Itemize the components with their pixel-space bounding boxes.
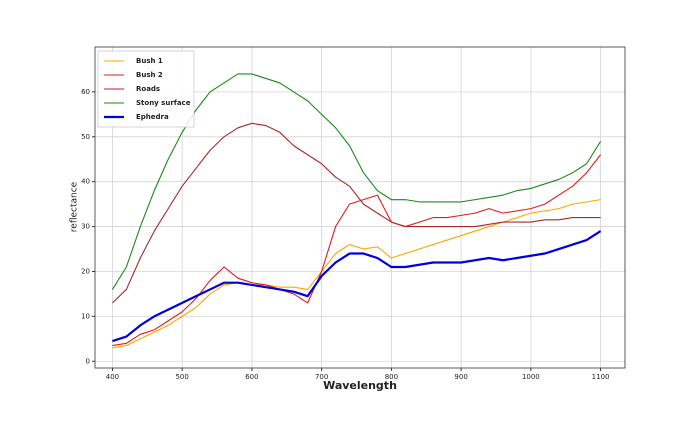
x-axis-label: Wavelength [323, 379, 397, 392]
legend-label: Bush 2 [136, 71, 163, 79]
y-tick-label: 0 [86, 357, 90, 365]
x-tick-label: 800 [385, 373, 398, 381]
x-tick-label: 600 [245, 373, 258, 381]
legend-label: Bush 1 [136, 57, 163, 65]
x-tick-label: 1000 [522, 373, 540, 381]
x-tick-label: 700 [315, 373, 328, 381]
x-tick-label: 900 [454, 373, 467, 381]
x-tick-label: 1100 [592, 373, 610, 381]
y-tick-label: 20 [81, 267, 90, 275]
y-tick-label: 30 [81, 223, 90, 231]
legend-label: Ephedra [136, 113, 169, 121]
legend-label: Roads [136, 85, 160, 93]
y-tick-label: 50 [81, 133, 90, 141]
series-line [112, 230, 602, 343]
series-line [112, 154, 602, 347]
y-tick-label: 10 [81, 312, 90, 320]
y-axis-label: reflectance [70, 181, 80, 232]
series-line [112, 122, 601, 304]
plot-frame [94, 46, 626, 369]
y-tick-label: 40 [81, 178, 90, 186]
legend-label: Stony surface [136, 99, 191, 107]
series-line [112, 199, 601, 349]
x-tick-label: 400 [106, 373, 119, 381]
y-tick-label: 60 [81, 88, 90, 96]
x-tick-label: 500 [175, 373, 188, 381]
